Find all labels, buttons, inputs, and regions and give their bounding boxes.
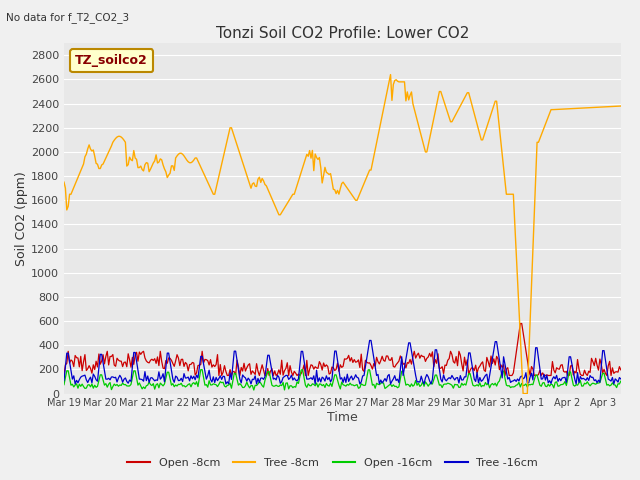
Legend: TZ_soilco2: TZ_soilco2: [70, 49, 153, 72]
X-axis label: Time: Time: [327, 411, 358, 424]
Y-axis label: Soil CO2 (ppm): Soil CO2 (ppm): [15, 171, 28, 266]
Title: Tonzi Soil CO2 Profile: Lower CO2: Tonzi Soil CO2 Profile: Lower CO2: [216, 25, 469, 41]
Legend: Open -8cm, Tree -8cm, Open -16cm, Tree -16cm: Open -8cm, Tree -8cm, Open -16cm, Tree -…: [123, 453, 543, 472]
Text: No data for f_T2_CO2_3: No data for f_T2_CO2_3: [6, 12, 129, 23]
